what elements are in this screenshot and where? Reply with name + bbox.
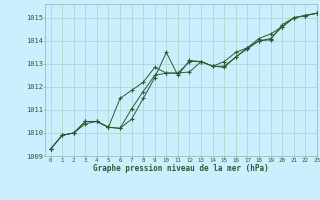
X-axis label: Graphe pression niveau de la mer (hPa): Graphe pression niveau de la mer (hPa): [93, 164, 269, 173]
